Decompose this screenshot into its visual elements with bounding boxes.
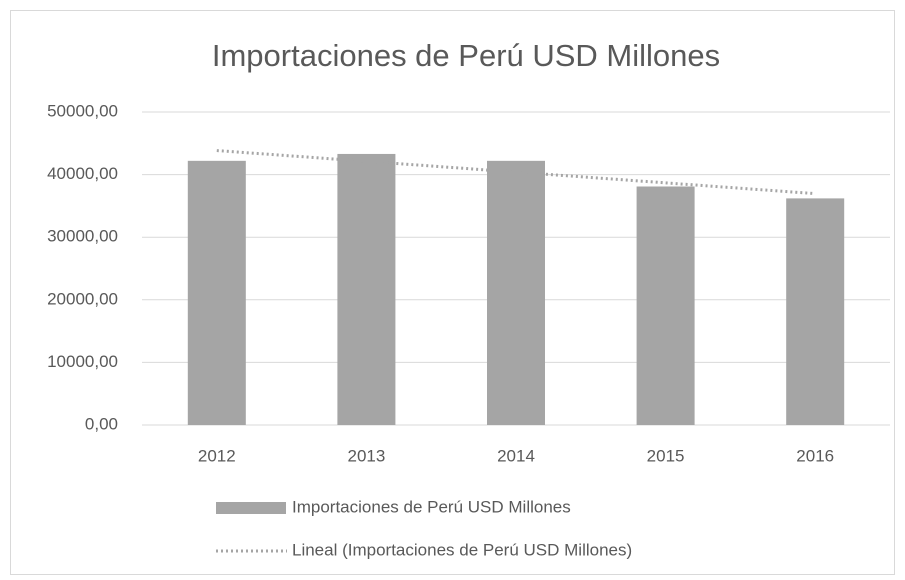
x-tick-label: 2012	[198, 446, 236, 465]
y-tick-label: 50000,00	[47, 101, 118, 120]
bar	[636, 186, 695, 425]
y-tick-label: 0,00	[85, 414, 118, 433]
x-tick-label: 2013	[347, 446, 385, 465]
legend-label: Importaciones de Perú USD Millones	[292, 497, 571, 516]
legend-swatch	[216, 502, 286, 514]
chart-frame	[10, 10, 895, 575]
bar	[337, 153, 396, 425]
legend-label: Lineal (Importaciones de Perú USD Millon…	[292, 540, 632, 559]
chart-title: Importaciones de Perú USD Millones	[212, 38, 720, 73]
x-tick-label: 2014	[497, 446, 535, 465]
y-tick-label: 30000,00	[47, 227, 118, 246]
bar	[487, 160, 545, 425]
y-tick-label: 10000,00	[47, 352, 118, 371]
bar	[187, 160, 246, 425]
x-tick-label: 2016	[796, 446, 834, 465]
y-tick-label: 20000,00	[47, 289, 118, 308]
x-tick-label: 2015	[647, 446, 685, 465]
y-tick-label: 40000,00	[47, 164, 118, 183]
bar	[786, 198, 845, 425]
